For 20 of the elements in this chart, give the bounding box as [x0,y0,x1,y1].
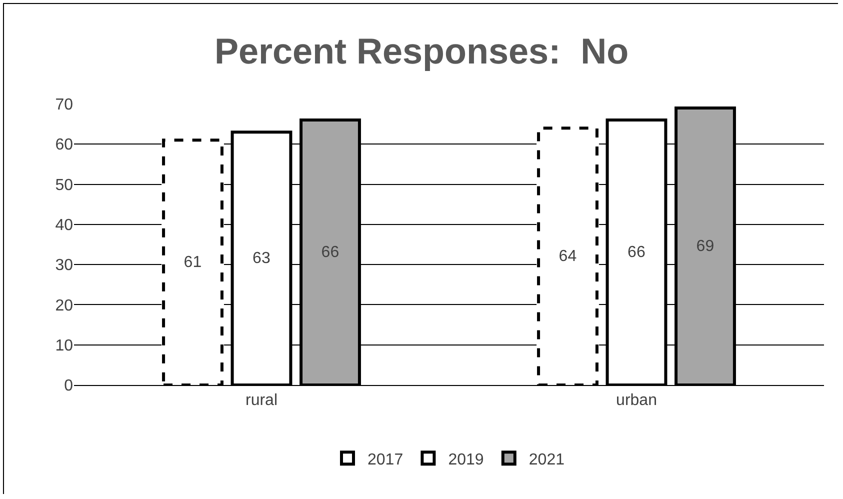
legend-label: 2019 [448,451,484,468]
data-label: 63 [252,250,270,268]
y-tick-label: 40 [55,217,74,234]
y-tick-label: 0 [64,378,74,395]
y-tick-label: 10 [55,337,74,354]
y-tick-label: 70 [55,96,74,114]
data-label: 66 [628,244,646,262]
y-tick-label: 50 [55,176,74,194]
y-tick-label: 20 [55,297,74,314]
chart-title: Percent Responses: No [214,30,629,72]
data-label: 66 [321,244,340,262]
y-tick-label: 30 [55,257,74,274]
legend-label: 2021 [528,451,565,468]
x-tick-label: rural [245,392,278,410]
y-tick-label: 60 [55,136,74,154]
data-label: 64 [558,248,577,266]
data-label: 61 [184,254,202,272]
legend-label: 2017 [368,451,404,468]
data-label: 69 [696,238,714,256]
x-tick-label: urban [616,392,657,410]
